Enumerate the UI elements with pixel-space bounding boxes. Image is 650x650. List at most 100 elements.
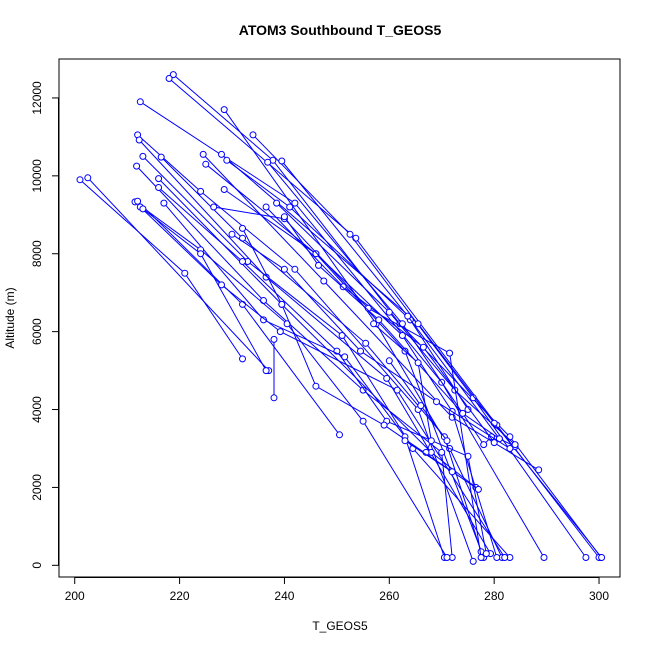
data-point xyxy=(270,335,278,343)
profile-series xyxy=(76,176,246,363)
y-axis-title: Altitude (m) xyxy=(3,287,17,348)
x-axis-title: T_GEOS5 xyxy=(312,619,368,633)
profile-series xyxy=(133,162,456,561)
data-point xyxy=(276,328,284,336)
data-point xyxy=(199,150,207,158)
data-point xyxy=(443,437,451,445)
profile-series xyxy=(385,357,451,445)
data-point xyxy=(448,468,456,476)
profile-line xyxy=(137,200,340,436)
data-point xyxy=(459,409,467,417)
x-tick-label: 300 xyxy=(589,589,609,603)
x-axis: 200 220 240 260 280 300 xyxy=(65,577,609,603)
data-point xyxy=(291,265,299,273)
profile-line xyxy=(373,323,432,453)
data-point xyxy=(446,349,454,357)
data-point xyxy=(133,162,141,170)
data-point xyxy=(260,316,267,324)
data-point xyxy=(336,431,343,439)
data-point xyxy=(312,382,320,390)
profile-line xyxy=(136,165,453,558)
data-point xyxy=(223,156,231,164)
x-tick-label: 260 xyxy=(379,589,399,603)
data-point xyxy=(414,359,422,367)
data-point xyxy=(197,250,205,258)
data-point xyxy=(385,357,393,365)
data-point xyxy=(438,448,446,456)
data-point xyxy=(380,421,388,429)
data-point xyxy=(352,234,360,242)
profile-series xyxy=(223,156,472,413)
data-point xyxy=(239,300,246,308)
series-layer xyxy=(76,71,606,565)
data-point xyxy=(165,75,173,82)
data-point xyxy=(370,320,378,328)
profile-series xyxy=(136,98,548,561)
data-point xyxy=(493,554,501,561)
profile-series xyxy=(136,203,509,561)
data-point xyxy=(239,355,246,363)
y-tick-label: 10000 xyxy=(30,159,44,193)
profile-series xyxy=(157,153,485,556)
data-point xyxy=(338,332,346,339)
profile-series xyxy=(262,203,498,447)
data-point xyxy=(535,466,543,474)
data-point xyxy=(357,347,364,355)
data-point xyxy=(155,175,163,183)
data-point xyxy=(427,437,435,445)
profile-series xyxy=(401,437,456,476)
data-point xyxy=(228,230,236,238)
data-point xyxy=(181,269,189,277)
data-point xyxy=(375,316,383,324)
profile-series xyxy=(239,224,482,493)
data-point xyxy=(598,554,606,561)
data-point xyxy=(280,213,288,221)
profile-series xyxy=(228,230,514,452)
profile-line xyxy=(267,161,492,446)
data-point xyxy=(160,199,168,207)
y-tick-label: 12000 xyxy=(30,81,44,115)
data-point xyxy=(469,557,477,565)
profile-line xyxy=(79,179,243,360)
data-point xyxy=(291,199,299,207)
data-point xyxy=(202,160,210,168)
profile-line xyxy=(87,177,270,371)
profile-line xyxy=(205,163,485,558)
profile-line xyxy=(138,139,491,554)
data-point xyxy=(197,187,205,195)
x-tick-label: 240 xyxy=(274,589,294,603)
y-tick-label: 4000 xyxy=(30,396,44,423)
data-point xyxy=(278,300,286,308)
data-point xyxy=(490,439,498,447)
chart-title: ATOM3 Southbound T_GEOS5 xyxy=(239,22,442,38)
data-point xyxy=(540,554,548,561)
y-axis: 0 2000 4000 6000 8000 10000 12000 xyxy=(30,81,59,569)
profile-line xyxy=(404,440,453,473)
data-point xyxy=(477,554,485,561)
data-point xyxy=(218,150,225,158)
profile-series xyxy=(273,199,519,449)
data-point xyxy=(260,297,267,304)
data-point xyxy=(315,261,322,269)
profile-line xyxy=(276,202,516,445)
data-point xyxy=(220,186,228,193)
data-point xyxy=(506,445,514,452)
data-point xyxy=(401,437,409,445)
data-point xyxy=(433,398,440,406)
data-point xyxy=(278,157,286,165)
data-point xyxy=(155,184,163,191)
data-point xyxy=(393,386,401,394)
profile-series xyxy=(210,203,485,561)
data-point xyxy=(480,441,488,449)
data-point xyxy=(264,158,272,166)
data-point xyxy=(362,339,370,347)
data-point xyxy=(443,554,451,561)
data-point xyxy=(511,441,519,449)
profile-line xyxy=(223,109,503,558)
profile-series xyxy=(135,136,494,558)
data-point xyxy=(84,174,92,182)
data-point xyxy=(169,71,177,79)
y-tick-label: 6000 xyxy=(30,318,44,345)
profile-series xyxy=(155,184,490,558)
